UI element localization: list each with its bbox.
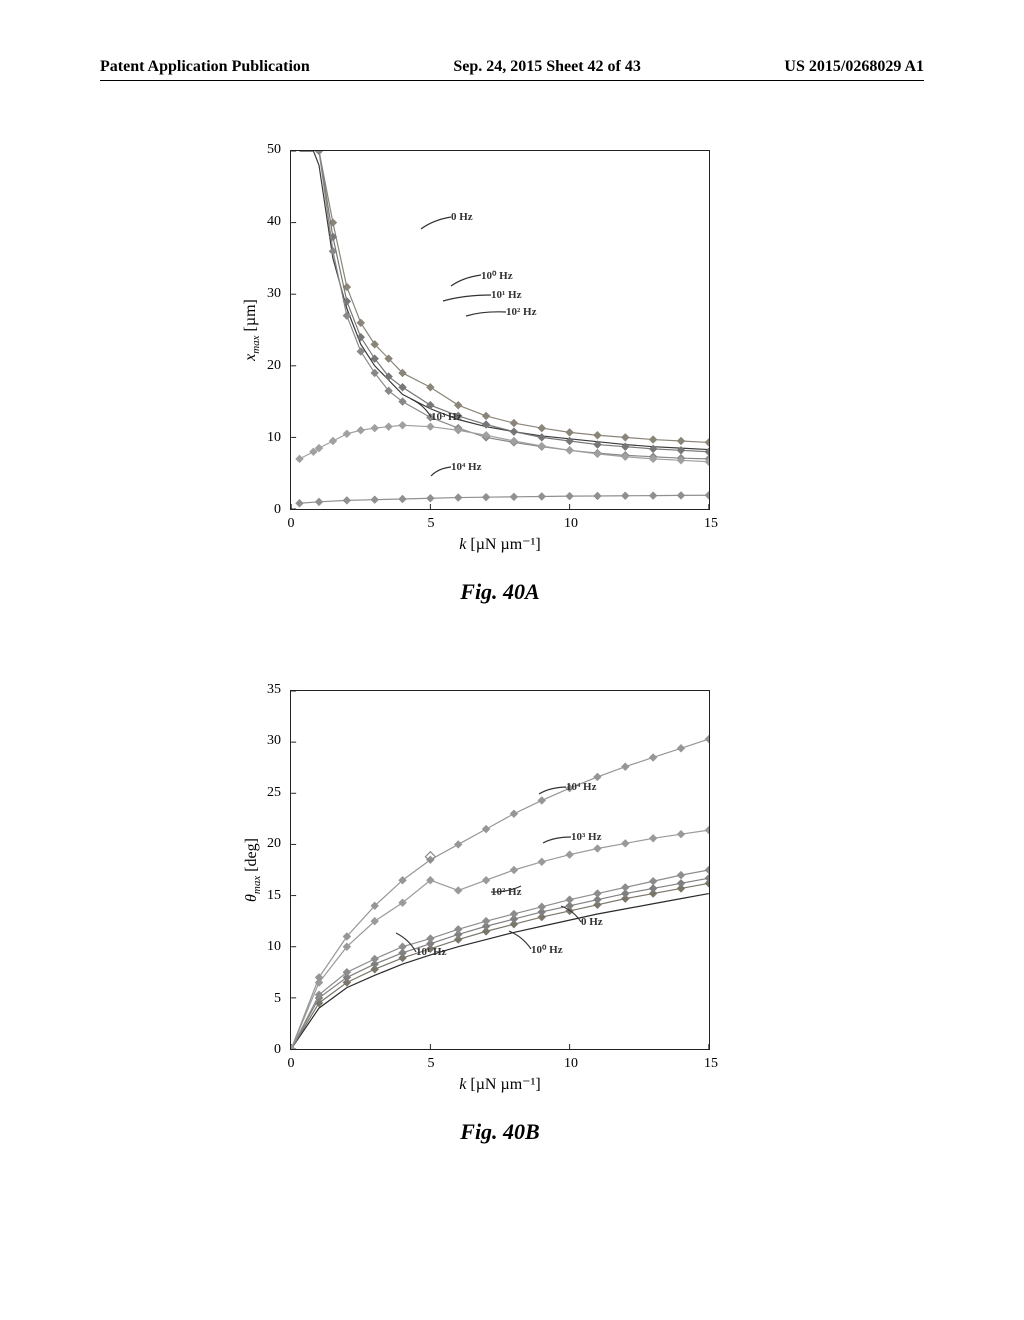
label-arrow-icon	[557, 902, 589, 930]
ytick-label: 50	[251, 142, 281, 158]
ytick-label: 25	[251, 785, 281, 801]
xtick-label: 0	[276, 1056, 306, 1072]
xlabel-b: k [µN µm⁻¹]	[459, 1074, 540, 1094]
label-arrow-icon	[505, 927, 539, 957]
label-arrow-icon	[535, 783, 574, 802]
xtick-label: 15	[696, 1056, 726, 1072]
label-arrow-icon	[417, 213, 459, 237]
xtick-label: 10	[556, 1056, 586, 1072]
ytick-label: 40	[251, 214, 281, 230]
chart-box-a: 01020304050 051015 0 Hz10⁰ Hz10¹ Hz10² H…	[290, 150, 710, 510]
label-arrow-icon	[462, 308, 514, 324]
header-left: Patent Application Publication	[100, 58, 310, 76]
ytick-label: 10	[251, 430, 281, 446]
chart-svg-b	[291, 691, 709, 1049]
label-arrow-icon	[427, 463, 459, 484]
chart-box-b: 05101520253035 051015 10⁴ Hz10³ Hz10² Hz…	[290, 690, 710, 1050]
ytick-label: 35	[251, 682, 281, 698]
ytick-label: 5	[251, 991, 281, 1007]
label-arrow-icon	[439, 291, 499, 309]
header-center: Sep. 24, 2015 Sheet 42 of 43	[453, 58, 641, 76]
figure-40a: 01020304050 051015 0 Hz10⁰ Hz10¹ Hz10² H…	[290, 150, 710, 510]
ylabel-a: xmax [µm]	[242, 299, 262, 361]
caption-b: Fig. 40B	[460, 1119, 539, 1145]
xtick-label: 5	[416, 516, 446, 532]
ylabel-b: θmax [deg]	[243, 838, 263, 902]
label-arrow-icon	[487, 882, 529, 900]
ytick-label: 10	[251, 939, 281, 955]
figure-40b: 05101520253035 051015 10⁴ Hz10³ Hz10² Hz…	[290, 690, 710, 1050]
xtick-label: 15	[696, 516, 726, 532]
xtick-label: 5	[416, 1056, 446, 1072]
label-arrow-icon	[407, 395, 439, 425]
ytick-label: 30	[251, 733, 281, 749]
header-right: US 2015/0268029 A1	[784, 58, 924, 76]
label-arrow-icon	[539, 833, 579, 851]
xlabel-a: k [µN µm⁻¹]	[459, 534, 540, 554]
chart-svg-a	[291, 151, 709, 509]
xtick-label: 10	[556, 516, 586, 532]
xtick-label: 0	[276, 516, 306, 532]
caption-a: Fig. 40A	[460, 579, 539, 605]
header-rule	[100, 80, 924, 81]
label-arrow-icon	[392, 929, 424, 960]
